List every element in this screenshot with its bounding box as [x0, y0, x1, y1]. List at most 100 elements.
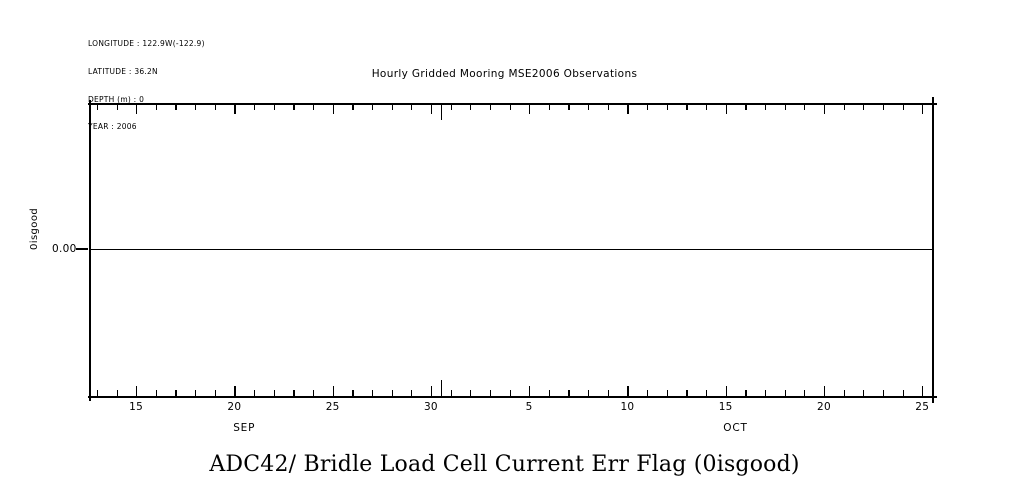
x-tick-label-25-8: 25 [915, 401, 930, 413]
x-tick-top-23 [293, 104, 295, 110]
x-tick-top-44 [706, 104, 708, 110]
x-tick-top-53 [882, 104, 885, 110]
x-tick-bottom-13 [96, 390, 99, 396]
x-tick-bottom-33 [489, 390, 492, 396]
x-tick-label-30-3: 30 [423, 401, 438, 413]
metadata-latitude: LATITUDE : 36.2N [88, 67, 158, 77]
x-tick-bottom-44 [706, 390, 708, 396]
x-tick-top-42 [666, 104, 668, 110]
x-tick-bottom-46 [745, 390, 747, 396]
x-tick-top-25 [332, 104, 334, 114]
x-tick-bottom-15 [136, 386, 138, 397]
metadata-block: LONGITUDE : 122.9W(-122.9) LATITUDE : 36… [88, 21, 205, 150]
x-tick-top-55 [922, 104, 924, 114]
x-tick-top-32 [470, 104, 472, 110]
x-tick-bottom-36 [548, 390, 551, 396]
x-tick-bottom-52 [863, 390, 865, 396]
x-tick-top-52 [863, 104, 865, 110]
x-tick-bottom-55 [922, 386, 924, 397]
x-tick-bottom-17 [175, 390, 177, 396]
x-tick-top-37 [568, 104, 570, 110]
x-tick-bottom-53 [882, 390, 885, 396]
x-tick-top-14 [116, 104, 118, 110]
x-tick-bottom-31 [450, 390, 452, 396]
x-tick-bottom-42 [666, 390, 668, 396]
data-series-line [89, 249, 934, 251]
metadata-longitude: LONGITUDE : 122.9W(-122.9) [88, 39, 205, 49]
y-tick-label-0: 0.00 [52, 243, 77, 255]
x-tick-bottom-51 [843, 390, 845, 396]
axis-top [88, 103, 937, 105]
x-tick-label-15-0: 15 [129, 401, 144, 413]
x-tick-label-10-5: 10 [620, 401, 635, 413]
x-tick-top-13 [96, 104, 99, 110]
x-tick-label-15-6: 15 [718, 401, 733, 413]
x-tick-top-19 [214, 104, 216, 110]
x-tick-top-28 [391, 104, 393, 110]
x-tick-top-22 [273, 104, 275, 110]
x-tick-bottom-21 [254, 390, 256, 396]
x-tick-bottom-37 [568, 390, 570, 396]
x-tick-top-18 [195, 104, 197, 110]
x-tick-top-47 [765, 104, 767, 110]
x-tick-bottom-19 [214, 390, 216, 396]
x-tick-top-15 [136, 104, 138, 114]
month-label-sep: SEP [233, 422, 256, 434]
x-tick-top-38 [588, 104, 590, 110]
x-tick-bottom-48 [784, 390, 786, 396]
x-tick-top-49 [804, 104, 806, 110]
x-tick-bottom-14 [116, 390, 118, 396]
x-tick-bottom-22 [273, 390, 275, 396]
axis-left [89, 100, 91, 401]
x-tick-bottom-39 [607, 390, 609, 396]
x-tick-bottom-28 [391, 390, 393, 396]
x-tick-top-35 [529, 104, 531, 114]
x-tick-top-21 [254, 104, 256, 110]
x-tick-label-5-4: 5 [525, 401, 533, 413]
x-tick-top-43 [686, 104, 688, 110]
x-tick-bottom-40 [627, 386, 629, 397]
x-tick-bottom-18 [195, 390, 197, 396]
chart-caption: ADC42/ Bridle Load Cell Current Err Flag… [209, 452, 800, 477]
metadata-year: YEAR : 2006 [88, 122, 137, 132]
x-tick-top-34 [509, 104, 511, 110]
x-tick-bottom-27 [371, 390, 374, 396]
x-tick-bottom-30 [430, 386, 433, 397]
x-tick-top-50 [823, 104, 826, 114]
x-tick-bottom-41 [647, 390, 649, 396]
x-tick-top-29 [411, 104, 413, 110]
x-tick-bottom-26 [352, 390, 354, 396]
month-label-oct: OCT [723, 422, 748, 434]
x-tick-top-27 [371, 104, 374, 110]
x-tick-top-36 [548, 104, 551, 110]
x-tick-bottom-24 [313, 390, 315, 396]
x-tick-top-16 [155, 104, 157, 110]
axis-bottom [88, 396, 937, 398]
x-tick-top-54 [902, 104, 904, 110]
x-tick-bottom-34 [509, 390, 511, 396]
x-tick-top-46 [745, 104, 747, 110]
month-boundary-tick-top [440, 104, 442, 120]
x-tick-label-25-2: 25 [325, 401, 340, 413]
x-tick-top-40 [627, 104, 629, 114]
x-tick-top-45 [725, 104, 727, 114]
x-tick-top-17 [175, 104, 177, 110]
x-tick-bottom-32 [470, 390, 472, 396]
x-tick-bottom-38 [588, 390, 590, 396]
x-tick-top-30 [430, 104, 433, 114]
x-tick-top-51 [843, 104, 845, 110]
x-tick-bottom-43 [686, 390, 688, 396]
x-tick-top-20 [234, 104, 236, 114]
x-tick-top-39 [607, 104, 609, 110]
x-tick-label-20-7: 20 [816, 401, 831, 413]
y-tick-mark-outer [76, 248, 88, 250]
x-tick-top-26 [352, 104, 354, 110]
x-tick-bottom-16 [155, 390, 157, 396]
x-tick-top-48 [784, 104, 786, 110]
x-tick-bottom-45 [725, 386, 727, 397]
x-tick-label-20-1: 20 [227, 401, 242, 413]
x-tick-top-31 [450, 104, 452, 110]
metadata-depth: DEPTH (m) : 0 [88, 94, 145, 104]
x-tick-top-24 [313, 104, 315, 110]
